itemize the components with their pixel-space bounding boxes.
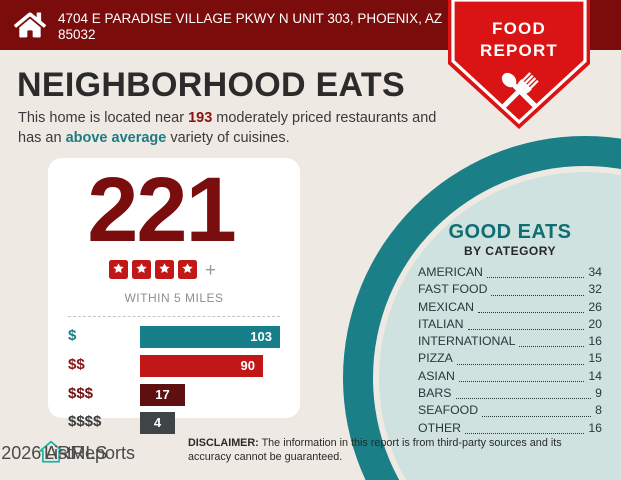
svg-text:+: + (205, 260, 216, 281)
